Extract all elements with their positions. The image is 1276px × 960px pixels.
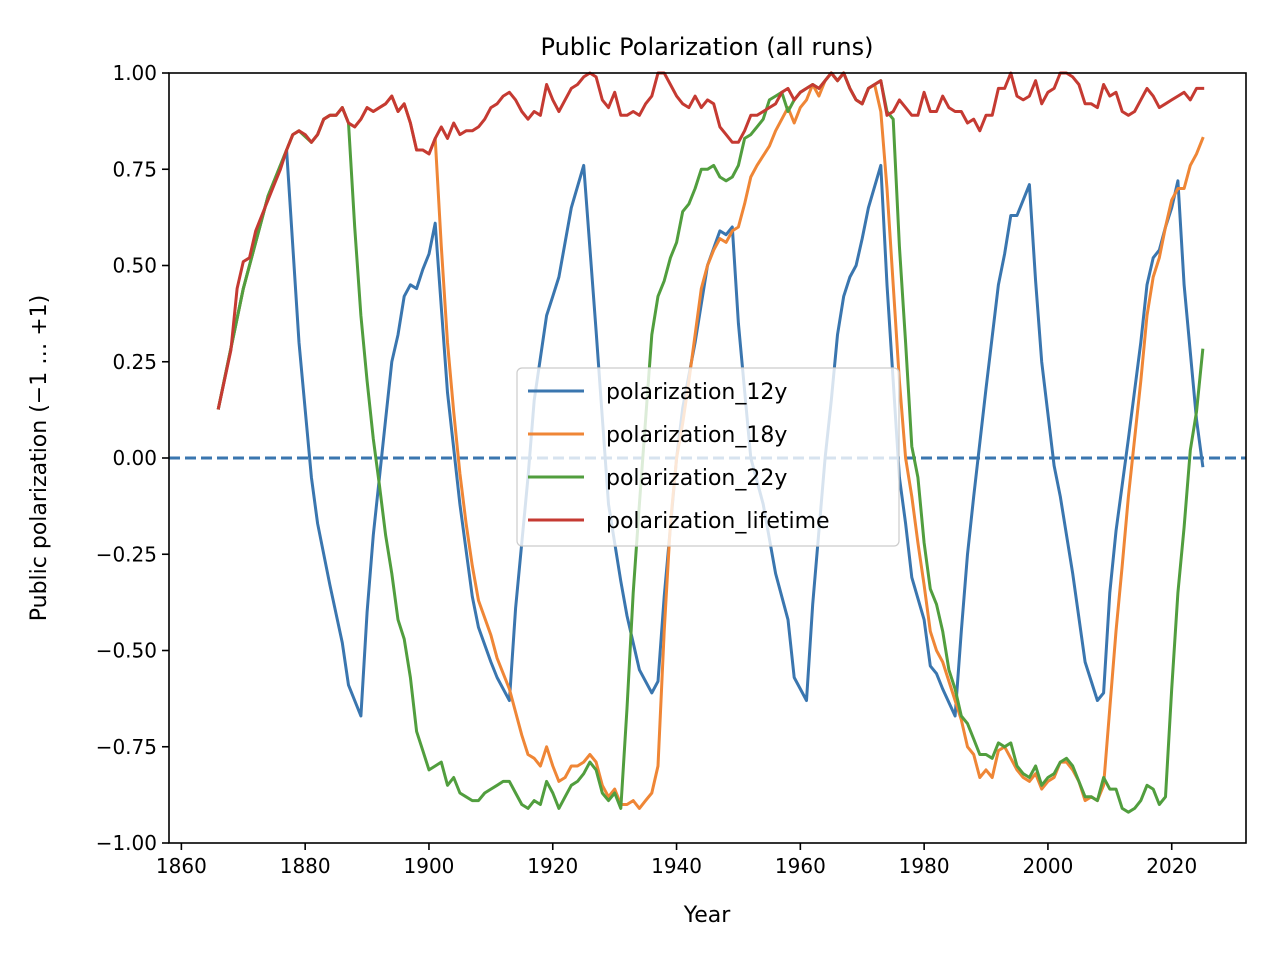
legend-items: polarization_12y polarization_18y polariza… [528, 380, 830, 534]
x-tick-label: 1960 [775, 854, 826, 878]
y-tick-label: −0.25 [96, 542, 157, 566]
x-tick-label: 1880 [280, 854, 331, 878]
legend-label: polarization_22y [606, 466, 787, 491]
series-line-polarization-22y [216, 71, 1205, 814]
x-tick-label: 2000 [1022, 854, 1073, 878]
y-tick-label: −0.50 [96, 639, 157, 663]
x-tick-label: 1920 [527, 854, 578, 878]
x-axis-label: Year [683, 903, 732, 928]
legend-label: polarization_lifetime [606, 509, 830, 534]
y-axis: −1.00 −0.75 −0.50 −0.25 0.00 0.25 0.50 0.75 1.00 [96, 61, 169, 855]
x-axis: 1860 1880 1900 1920 1940 1960 1980 2000 2020 [156, 843, 1197, 878]
y-tick-label: 0.00 [112, 446, 157, 470]
y-tick-label: 0.50 [112, 254, 157, 278]
x-tick-label: 2020 [1146, 854, 1197, 878]
legend-box [516, 367, 900, 547]
y-tick-label: 1.00 [112, 61, 157, 85]
chart-title: Public Polarization (all runs) [541, 33, 874, 61]
series-line-polarization-lifetime [216, 71, 1205, 410]
x-tick-label: 1980 [899, 854, 950, 878]
legend: polarization_12y polarization_18y polariza… [516, 367, 900, 547]
y-axis-label: Public polarization (−1 … +1) [27, 295, 52, 621]
y-tick-label: 0.75 [112, 157, 157, 181]
x-tick-label: 1860 [156, 854, 207, 878]
x-tick-label: 1900 [404, 854, 455, 878]
y-tick-label: 0.25 [112, 350, 157, 374]
y-tick-label: −0.75 [96, 735, 157, 759]
legend-label: polarization_12y [606, 380, 787, 405]
y-tick-label: −1.00 [96, 831, 157, 855]
x-tick-label: 1940 [651, 854, 702, 878]
legend-label: polarization_18y [606, 423, 787, 448]
